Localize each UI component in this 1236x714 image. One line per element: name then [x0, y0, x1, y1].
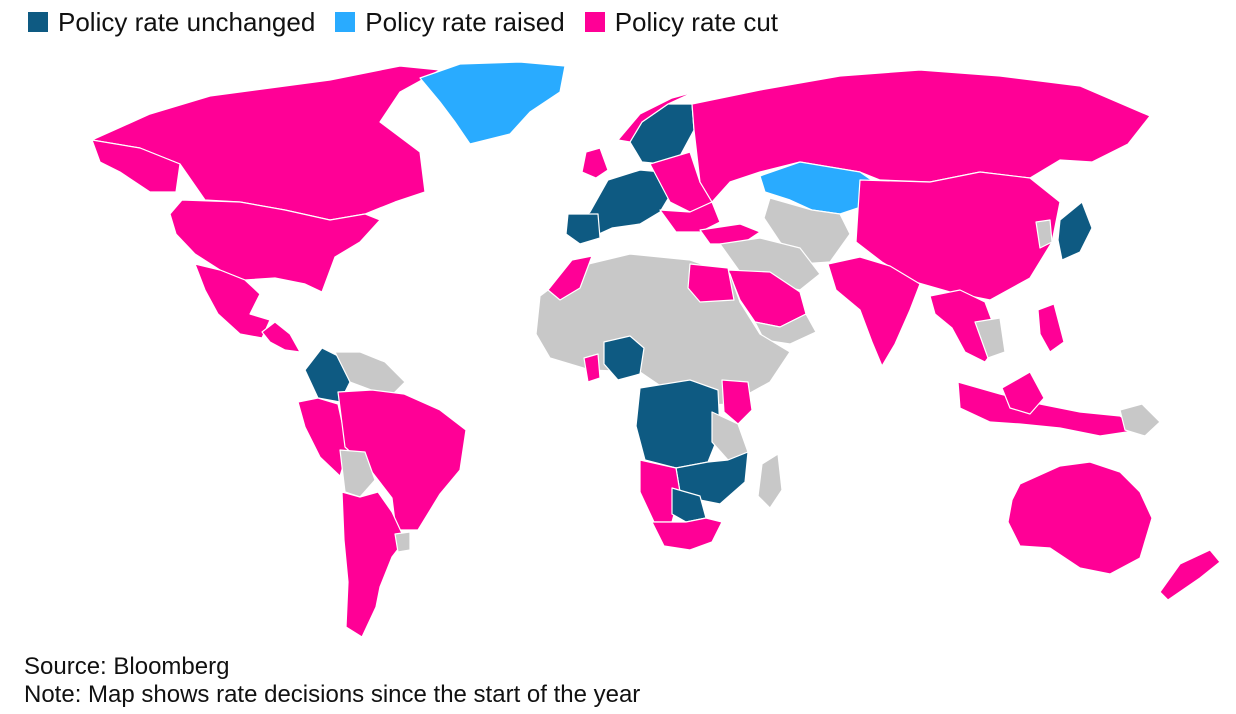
region-balkans	[659, 201, 721, 233]
region-madagascar	[757, 453, 783, 509]
region-china-mongolia	[855, 171, 1061, 301]
legend-label-cut: Policy rate cut	[614, 7, 779, 37]
legend-swatch-unchanged	[28, 12, 48, 32]
region-uruguay	[394, 531, 411, 553]
region-norway	[617, 91, 695, 143]
region-canada	[91, 65, 441, 221]
legend-label-unchanged: Policy rate unchanged	[58, 7, 316, 37]
legend-swatch-raised	[335, 12, 356, 32]
region-venezuela-guianas	[334, 351, 406, 398]
region-uk	[581, 147, 609, 179]
region-nigeria	[603, 335, 645, 381]
region-kenya	[721, 379, 753, 425]
legend-label-raised: Policy rate raised	[365, 7, 565, 37]
region-papua	[1119, 403, 1161, 437]
region-south-africa	[651, 517, 723, 551]
region-indochina-grey	[974, 317, 1006, 359]
legend-swatch-cut	[584, 12, 605, 32]
region-japan	[1057, 201, 1093, 261]
region-borneo	[1001, 371, 1045, 415]
region-central-africa	[635, 379, 721, 469]
note-text: Note: Map shows rate decisions since the…	[24, 681, 641, 708]
region-ghana	[583, 353, 601, 383]
world-map-svg	[91, 61, 1221, 638]
region-kazakhstan	[759, 161, 881, 215]
region-bolivia	[339, 449, 376, 498]
region-mexico	[194, 263, 271, 339]
region-iberia	[565, 213, 601, 245]
region-alaska	[91, 139, 181, 193]
region-central-america	[261, 321, 301, 353]
region-indonesia	[957, 381, 1141, 437]
region-philippines	[1037, 303, 1065, 353]
region-chile-argentina	[341, 491, 406, 638]
region-india	[827, 256, 921, 367]
map-legend: Policy rate unchanged Policy rate raised…	[28, 6, 778, 38]
legend-item-cut: Policy rate cut	[584, 6, 779, 38]
region-turkey	[699, 223, 761, 245]
legend-item-unchanged: Policy rate unchanged	[28, 6, 315, 38]
region-korea	[1035, 219, 1053, 249]
legend-item-raised: Policy rate raised	[335, 6, 565, 38]
source-text: Source: Bloomberg	[24, 653, 230, 680]
map-footer: Source: Bloomberg Note: Map shows rate d…	[24, 653, 640, 709]
region-new-zealand	[1159, 549, 1221, 601]
region-egypt	[687, 263, 735, 303]
region-greenland	[419, 61, 566, 145]
world-map	[0, 52, 1236, 647]
region-australia	[1007, 461, 1153, 575]
region-morocco	[547, 255, 593, 301]
region-usa	[169, 199, 381, 293]
